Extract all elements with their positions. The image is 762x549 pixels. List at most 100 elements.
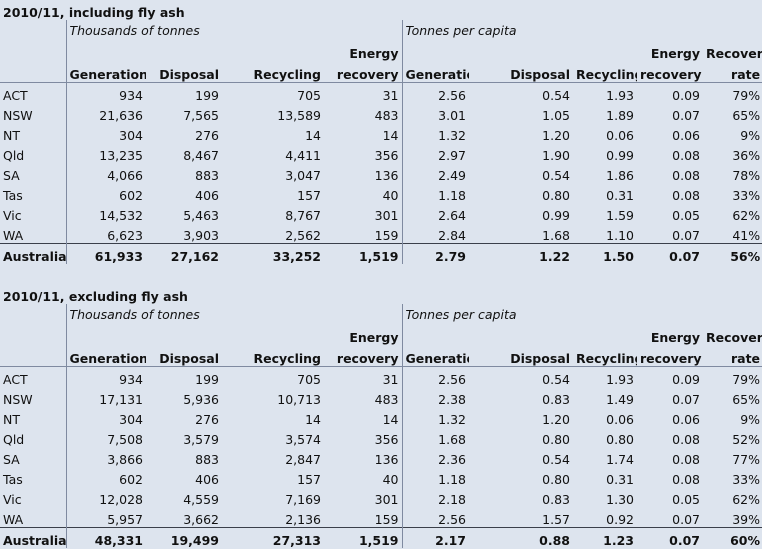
value-cell-p-energy: 0.08 [672, 472, 700, 487]
col-energy-header: Energy [650, 330, 700, 345]
value-cell-p-rec: 1.49 [606, 392, 634, 407]
value-cell-rate: 77% [732, 452, 761, 467]
value-cell-t-gen: 17,131 [99, 392, 143, 407]
table-row: NSW 21,636 7,565 13,589 483 3.01 1.05 1.89 0.07 6… [0, 103, 762, 123]
group-tonnes-per-capita: Tonnes per capita [405, 23, 517, 38]
col-disposal-header: Disposal [146, 61, 222, 83]
value-cell-t-disp: 5,463 [183, 208, 219, 223]
table-row: Tas 602 406 157 40 1.18 0.80 0.31 0.08 33% [0, 467, 762, 487]
empty-cell [146, 41, 222, 61]
col-recycling-header: Recycling [573, 345, 637, 367]
value-cell-t-rec: 3,574 [285, 432, 321, 447]
empty-cell [66, 41, 146, 61]
value-cell-t-energy: 159 [324, 507, 403, 528]
total-cell-t-rec: 27,313 [222, 527, 324, 548]
value-cell-p-rec: 0.31 [606, 472, 634, 487]
total-cell-p-energy: 0.07 [637, 527, 703, 548]
value-cell-p-rec: 0.31 [606, 188, 634, 203]
value-cell-rate: 79% [732, 88, 761, 103]
value-cell-p-energy: 0.08 [672, 188, 700, 203]
total-cell-p-rec: 1.50 [573, 243, 637, 264]
value-cell-t-energy: 301 [324, 203, 403, 223]
empty-cell [469, 41, 573, 61]
col-recycling-header: Recycling [222, 61, 324, 83]
empty-cell [573, 41, 637, 61]
value-cell-p-gen: 3.01 [438, 108, 466, 123]
value-cell-t-rec: 4,411 [285, 148, 321, 163]
value-cell-p-energy: 0.07 [672, 228, 700, 243]
value-cell-p-gen: 2.56 [438, 88, 466, 103]
empty-cell [469, 325, 573, 345]
value-cell-t-rec: 13,589 [277, 108, 321, 123]
value-cell-rate: 78% [732, 168, 761, 183]
value-cell-t-disp: 276 [195, 128, 219, 143]
value-cell-rate: 65% [732, 392, 761, 407]
value-cell-p-energy: 0.09 [672, 88, 700, 103]
value-cell-t-disp: 199 [195, 372, 219, 387]
col-generation-header: Generation [66, 345, 146, 367]
region-label: Australia [0, 243, 67, 264]
value-cell-t-rec: 10,713 [277, 392, 321, 407]
region-label: NSW [0, 103, 67, 123]
value-cell-rate: 52% [732, 432, 761, 447]
empty-cell [0, 20, 67, 41]
total-cell-rate: 56% [703, 243, 762, 264]
value-cell-t-energy: 136 [324, 163, 403, 183]
col-recovery-header: Recovery [706, 330, 762, 345]
value-cell-p-disp: 0.83 [542, 492, 570, 507]
waste-table-1: 2010/11, including fly ash Thousands of t… [0, 0, 762, 264]
value-cell-t-gen: 14,532 [99, 208, 143, 223]
value-cell-t-disp: 5,936 [183, 392, 219, 407]
value-cell-t-disp: 883 [195, 168, 219, 183]
value-cell-t-disp: 406 [195, 472, 219, 487]
value-cell-t-gen: 13,235 [99, 148, 143, 163]
region-label: Tas [0, 467, 67, 487]
col-energy-header: Energy [324, 325, 403, 345]
value-cell-t-rec: 705 [297, 372, 321, 387]
value-cell-p-rec: 0.06 [606, 412, 634, 427]
table-row: NT 304 276 14 14 1.32 1.20 0.06 0.06 9% [0, 407, 762, 427]
value-cell-p-energy: 0.07 [672, 392, 700, 407]
col-energy-recovery-header: recovery [324, 61, 403, 83]
value-cell-t-energy: 40 [324, 183, 403, 203]
group-header-row: Thousands of tonnes Tonnes per capita [0, 304, 762, 325]
col-recycling-header: Recycling [222, 345, 324, 367]
value-cell-p-disp: 1.90 [542, 148, 570, 163]
col-generation-header: Generation [66, 61, 146, 83]
value-cell-t-gen: 304 [119, 128, 143, 143]
col-recovery-rate-header: rate [703, 345, 762, 367]
total-cell-t-rec: 33,252 [222, 243, 324, 264]
value-cell-p-disp: 0.80 [542, 188, 570, 203]
table-title-row: 2010/11, including fly ash [0, 0, 762, 20]
group-tonnes-per-capita: Tonnes per capita [405, 307, 517, 322]
total-cell-p-disp: 1.22 [469, 243, 573, 264]
column-header-row-2: Generation Disposal Recycling recovery Gener… [0, 61, 762, 83]
value-cell-t-disp: 8,467 [183, 148, 219, 163]
region-label: SA [0, 447, 67, 467]
value-cell-t-rec: 7,169 [285, 492, 321, 507]
total-cell-t-disp: 19,499 [146, 527, 222, 548]
column-header-row-1: Energy Energy Recovery [0, 41, 762, 61]
value-cell-t-energy: 483 [324, 387, 403, 407]
value-cell-t-energy: 14 [324, 407, 403, 427]
table-row: SA 4,066 883 3,047 136 2.49 0.54 1.86 0.08 78% [0, 163, 762, 183]
col-energy-recovery-header: recovery [637, 61, 703, 83]
col-recovery-header: Recovery [706, 46, 762, 61]
region-label: WA [0, 507, 67, 528]
value-cell-p-energy: 0.05 [672, 492, 700, 507]
total-cell-p-gen: 2.17 [402, 527, 469, 548]
region-label: Tas [0, 183, 67, 203]
value-cell-p-energy: 0.07 [672, 512, 700, 527]
value-cell-p-gen: 2.18 [438, 492, 466, 507]
empty-cell [0, 61, 67, 83]
table-row: Vic 14,532 5,463 8,767 301 2.64 0.99 1.59 0.05 62… [0, 203, 762, 223]
region-label: ACT [0, 82, 67, 103]
value-cell-t-gen: 7,508 [107, 432, 143, 447]
value-cell-p-energy: 0.05 [672, 208, 700, 223]
region-label: Vic [0, 203, 67, 223]
total-cell-t-disp: 27,162 [146, 243, 222, 264]
region-label: NT [0, 407, 67, 427]
region-label: Australia [0, 527, 67, 548]
empty-cell [222, 325, 324, 345]
value-cell-p-disp: 1.57 [542, 512, 570, 527]
